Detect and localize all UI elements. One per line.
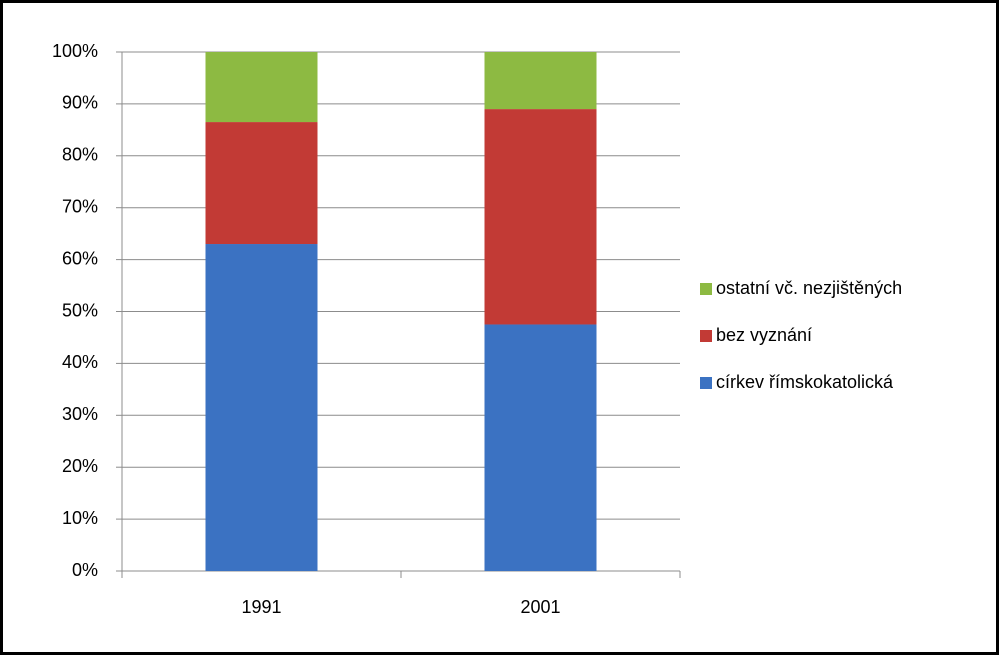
- legend-swatch: [700, 283, 712, 295]
- y-tick-label: 40%: [62, 352, 98, 372]
- y-tick-label: 60%: [62, 248, 98, 268]
- legend-swatch: [700, 330, 712, 342]
- bar-segment: [205, 52, 318, 123]
- y-tick-label: 10%: [62, 508, 98, 528]
- y-tick-label: 70%: [62, 196, 98, 216]
- y-tick-label: 80%: [62, 145, 98, 165]
- y-tick-label: 50%: [62, 300, 98, 320]
- bar-segment: [484, 109, 597, 325]
- legend-label: bez vyznání: [716, 325, 812, 345]
- y-tick-label: 20%: [62, 456, 98, 476]
- legend-label: církev římskokatolická: [716, 372, 894, 392]
- bar-segment: [484, 324, 597, 571]
- y-tick-label: 0%: [72, 560, 98, 580]
- x-tick-label: 2001: [520, 597, 560, 617]
- bar-segment: [484, 52, 597, 110]
- legend-label: ostatní vč. nezjištěných: [716, 278, 902, 298]
- y-tick-label: 90%: [62, 93, 98, 113]
- x-tick-label: 1991: [241, 597, 281, 617]
- y-tick-label: 100%: [52, 41, 98, 61]
- bar-segment: [205, 244, 318, 571]
- legend-swatch: [700, 377, 712, 389]
- y-tick-label: 30%: [62, 404, 98, 424]
- bar-segment: [205, 122, 318, 245]
